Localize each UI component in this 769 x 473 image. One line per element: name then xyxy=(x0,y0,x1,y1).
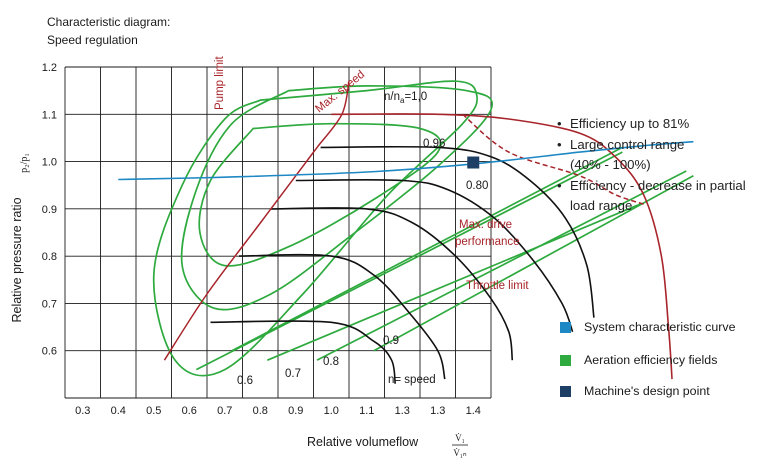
legend-item-efficiency-fields: Aeration efficiency fields xyxy=(560,353,717,367)
speed-curve xyxy=(210,320,396,384)
y-axis-label: Relative pressure ratio xyxy=(10,197,24,322)
efficiency-label: 0.80 xyxy=(466,180,488,192)
x-tick-label: 0.6 xyxy=(182,405,197,417)
x-tick-label: 1.3 xyxy=(430,405,445,417)
max-speed-curve xyxy=(331,113,673,380)
feature-text: (40% - 100%) xyxy=(570,157,651,172)
y-tick-label: 0.9 xyxy=(42,204,57,216)
bullet-mark: • xyxy=(557,177,562,193)
y-axis-symbol: p₂/p₁ xyxy=(19,153,30,173)
speed-curve xyxy=(320,145,595,318)
bullet-mark: • xyxy=(557,116,562,131)
bullet-mark xyxy=(557,155,570,176)
feature-text: load range xyxy=(570,198,633,213)
chart-title-line1: Characteristic diagram: xyxy=(47,15,171,29)
legend-item-design-point: Machine's design point xyxy=(560,384,710,398)
x-tick-label: 0.7 xyxy=(217,405,232,417)
x-tick-label: 0.5 xyxy=(146,405,161,417)
x-tick-label: 1.4 xyxy=(466,405,481,417)
speed-curve xyxy=(270,207,514,361)
n-ratio-value: =1,0 xyxy=(404,91,427,103)
speed-curve xyxy=(238,253,446,380)
ticks-layer: 0.3 0.4 0.5 0.6 0.7 0.8 0.9 1.0 1.1 1.3 1.3 1.4 0.6 0… xyxy=(42,62,481,417)
x-tick-label: 1.0 xyxy=(324,405,339,417)
speed-curve-label: 0.7 xyxy=(285,368,301,380)
bullet-mark: • xyxy=(557,136,562,152)
bullet-mark xyxy=(557,196,570,217)
x-tick-label: 0.3 xyxy=(75,405,90,417)
efficiency-field-loop xyxy=(152,80,479,377)
feature-item: • Efficiency up to 81% xyxy=(557,114,762,135)
system-characteristic-curve xyxy=(118,140,694,181)
x-tick-label: 0.4 xyxy=(111,405,126,417)
x-axis-symbol-numerator: V̇₁ xyxy=(455,433,465,443)
y-tick-label: 0.8 xyxy=(42,251,57,263)
max-drive-label-line1: Max. drive xyxy=(459,219,512,231)
pump-limit-label: Pump limit xyxy=(214,56,226,110)
x-axis-label: Relative volumeflow xyxy=(307,435,419,449)
efficiency-field-line xyxy=(195,151,623,371)
efficiency-label: 0.96 xyxy=(423,138,445,150)
y-tick-label: 1.0 xyxy=(42,157,57,169)
legend-swatch xyxy=(560,354,571,366)
efficiency-field-line xyxy=(373,175,694,352)
max-drive-performance-line xyxy=(462,113,644,205)
x-tick-label: 1.1 xyxy=(359,405,374,417)
n-speed-label: n= speed xyxy=(388,374,436,386)
legend-swatch xyxy=(560,385,571,397)
x-tick-label: 1.3 xyxy=(395,405,410,417)
feature-text: Efficiency - decrease in partial xyxy=(570,177,746,193)
feature-text: Large control range xyxy=(570,136,685,152)
efficiency-field-line xyxy=(231,146,623,352)
speed-curve-label: 0.8 xyxy=(323,356,339,368)
y-tick-label: 0.7 xyxy=(42,298,57,310)
n-ratio-text: n/n xyxy=(384,91,400,103)
efficiency-field-line xyxy=(267,203,641,361)
speed-curve-label: 0.9 xyxy=(383,335,399,347)
n-ratio-subscript: a xyxy=(400,96,405,105)
speed-curve xyxy=(295,178,574,333)
throttle-limit-label: Throttle limit xyxy=(466,280,529,292)
max-drive-label-line2: performance xyxy=(455,236,520,248)
y-tick-label: 0.6 xyxy=(42,346,57,358)
y-tick-label: 1.2 xyxy=(42,62,57,74)
feature-item: • Large control range xyxy=(557,135,762,156)
feature-text: Efficiency up to 81% xyxy=(570,116,690,131)
n-ratio-label: n/na=1,0 xyxy=(384,91,427,105)
y-tick-label: 1.1 xyxy=(42,109,57,121)
legend-label: System characteristic curve xyxy=(584,320,736,334)
x-tick-label: 0.8 xyxy=(253,405,268,417)
x-tick-label: 0.9 xyxy=(288,405,303,417)
legend-item-system-curve: System characteristic curve xyxy=(560,320,735,334)
feature-list: • Efficiency up to 81% • Large control ran… xyxy=(557,114,762,217)
legend-label: Machine's design point xyxy=(584,384,710,398)
legend-swatch xyxy=(560,321,571,333)
feature-item: • Efficiency - decrease in partial xyxy=(557,176,762,197)
curves-layer xyxy=(118,80,694,384)
efficiency-field-loop xyxy=(180,85,493,311)
chart-title-line2: Speed regulation xyxy=(47,33,138,47)
design-point-marker xyxy=(467,156,480,169)
feature-item: load range xyxy=(557,196,762,217)
legend-label: Aeration efficiency fields xyxy=(584,353,718,367)
efficiency-field-loop xyxy=(198,122,442,267)
feature-item: (40% - 100%) xyxy=(557,155,762,176)
efficiency-field-line xyxy=(316,170,687,361)
x-axis-symbol-denominator: V̇₁ₙ xyxy=(453,448,467,458)
speed-curve-label: 0.6 xyxy=(237,375,253,387)
